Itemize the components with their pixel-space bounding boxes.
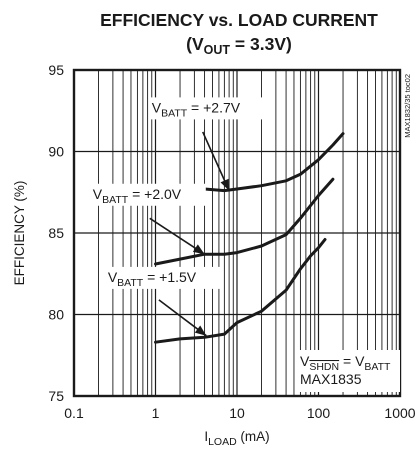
- annotation-arrowhead: [220, 178, 230, 191]
- x-tick-label: 1: [152, 405, 160, 421]
- series-label-2: VBATT = +2.0V: [93, 186, 182, 206]
- series-line-2: [154, 177, 335, 266]
- series-label-3: VBATT = +1.5V: [108, 269, 197, 289]
- chart-subtitle: (VOUT = 3.3V): [186, 34, 292, 57]
- x-axis-label: ILOAD (mA): [204, 429, 269, 448]
- series-label-bg: [104, 266, 221, 289]
- series-label-1: VBATT = +2.7V: [152, 99, 241, 119]
- condition-note: VSHDN = VBATT: [300, 353, 391, 373]
- chart-title: EFFICIENCY vs. LOAD CURRENT: [100, 10, 378, 30]
- part-id-label: MAX1832/35 toc02: [403, 74, 412, 138]
- y-tick-label: 95: [48, 62, 64, 78]
- series-label-bg: [148, 97, 265, 120]
- grid: [73, 70, 400, 396]
- y-tick-label: 85: [48, 225, 64, 241]
- annotation-arrowhead: [194, 325, 207, 336]
- x-tick-label: 1000: [384, 405, 415, 421]
- x-axis-ticks: 0.1 1 10 100 1000: [64, 405, 416, 421]
- series-label-bg: [89, 183, 206, 206]
- y-axis-ticks: 75 80 85 90 95: [48, 62, 64, 404]
- x-tick-label: 0.1: [64, 405, 84, 421]
- annotations: VBATT = +2.7V VBATT = +2.0V VBATT = +1.5V: [89, 97, 265, 337]
- series-line-3: [154, 238, 327, 344]
- annotation-arrowhead: [192, 244, 205, 255]
- plot-frame: [72, 68, 402, 398]
- x-tick-label: 100: [307, 405, 331, 421]
- condition-part: MAX1835: [300, 371, 362, 387]
- y-tick-label: 90: [48, 144, 64, 160]
- y-tick-label: 80: [48, 307, 64, 323]
- condition-note-bg: [296, 350, 400, 392]
- y-axis-label: EFFICIENCY (%): [12, 181, 27, 286]
- y-tick-label: 75: [48, 388, 64, 404]
- x-tick-label: 10: [229, 405, 245, 421]
